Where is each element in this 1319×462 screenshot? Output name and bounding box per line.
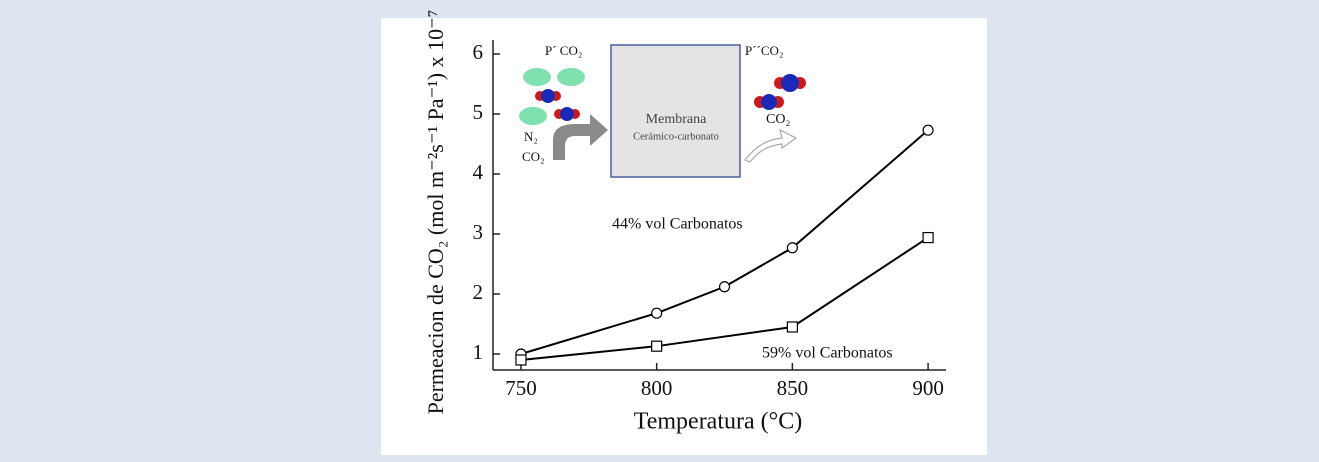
page: {"chart_data": {"type": "line", "x_label… (0, 0, 1319, 462)
y-tick-label: 2 (473, 280, 484, 304)
inset-label: Membrana (646, 112, 707, 127)
marker (652, 308, 662, 318)
x-tick-label: 800 (641, 376, 673, 400)
x-tick-label: 900 (912, 376, 944, 400)
n2-molecule (523, 68, 551, 86)
series-label: 44% vol Carbonatos (612, 216, 743, 233)
y-tick-label: 1 (473, 340, 484, 364)
inset-label: P´ CO₂ (545, 43, 582, 58)
marker (923, 125, 933, 135)
inset-label: CO₂ (522, 149, 545, 164)
marker (720, 282, 730, 292)
y-axis-title: Permeacion de CO₂ (mol m⁻²s⁻¹ Pa⁻¹) x 10… (423, 10, 448, 415)
inset-label: Cerámico-carbonato (633, 131, 719, 142)
marker (516, 355, 526, 365)
marker (787, 322, 797, 332)
y-tick-label: 5 (473, 100, 484, 124)
y-tick-label: 3 (473, 220, 484, 244)
membrane-box (611, 45, 740, 177)
n2-molecule (519, 107, 547, 125)
marker (787, 243, 797, 253)
chart: P´ CO₂ P´´CO₂ Membrana Cerámico-carbonat… (0, 0, 1319, 462)
inset-label: N₂ (524, 129, 538, 144)
x-axis-title: Temperatura (°C) (634, 409, 803, 435)
marker (923, 233, 933, 243)
inset-label: CO₂ (766, 112, 790, 127)
y-tick-label: 4 (473, 160, 484, 184)
y-tick-label: 6 (473, 40, 484, 64)
x-tick-label: 850 (777, 376, 809, 400)
x-tick-label: 750 (505, 376, 537, 400)
co2-molecule (754, 94, 784, 110)
marker (652, 341, 662, 351)
series-label: 59% vol Carbonatos (762, 345, 893, 362)
n2-molecule (557, 68, 585, 86)
inset-label: P´´CO₂ (745, 43, 783, 58)
